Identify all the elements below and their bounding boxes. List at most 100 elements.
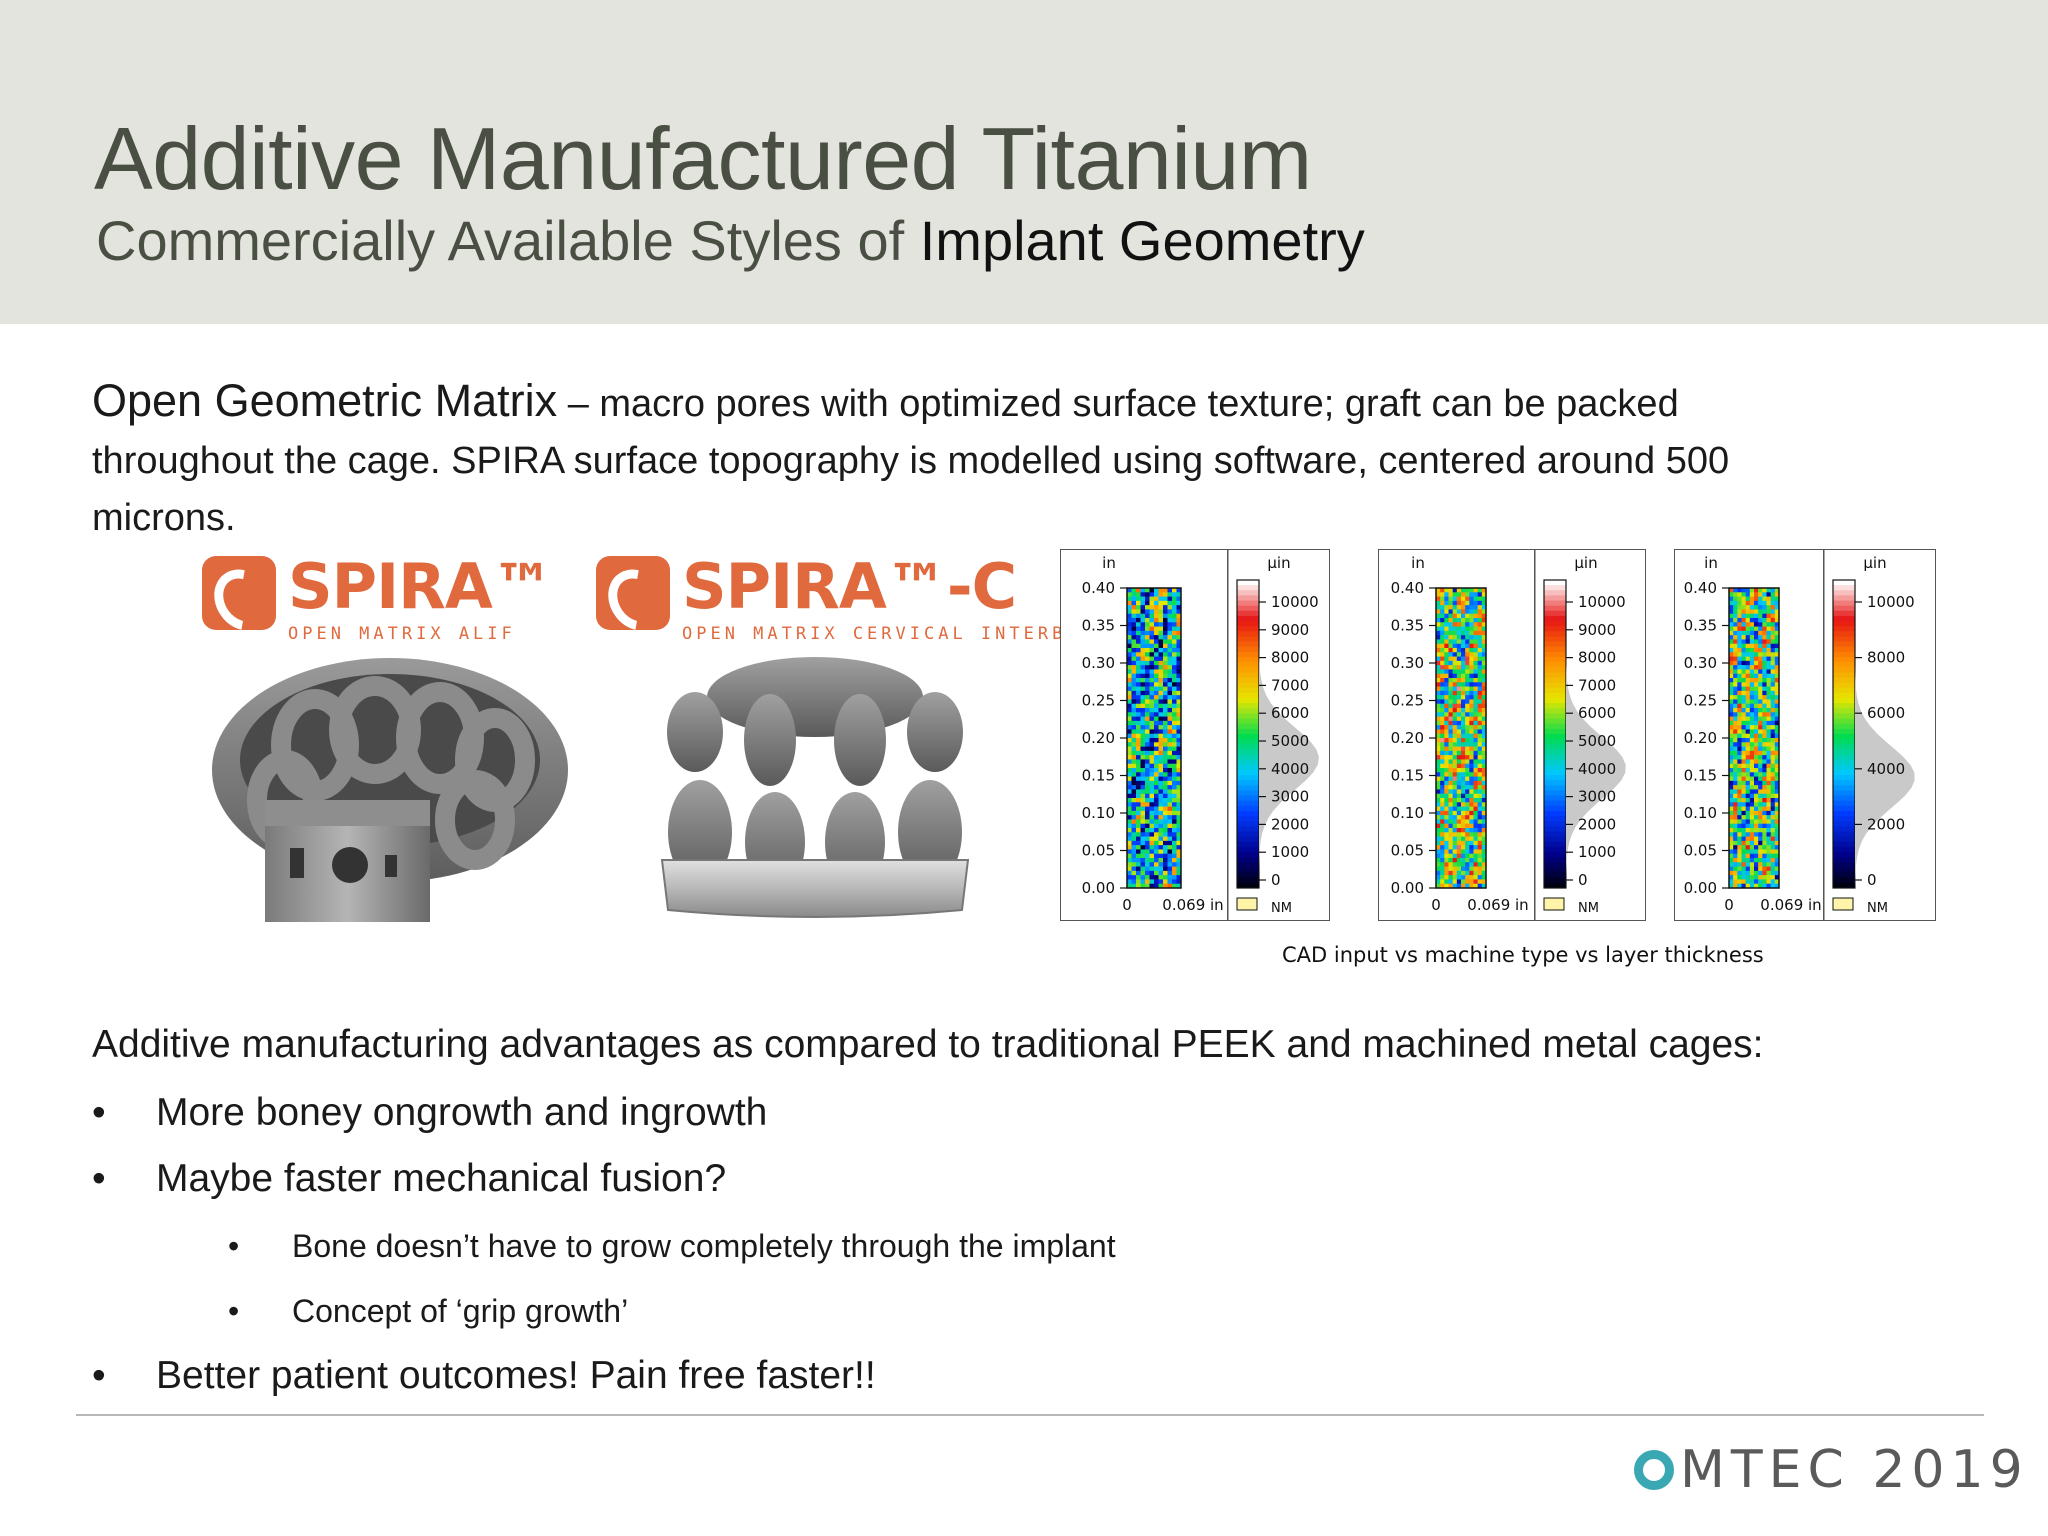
heatmap-cell — [1172, 592, 1177, 597]
color-scale-segment — [1544, 590, 1566, 596]
heatmap-cell — [1461, 596, 1466, 602]
heatmap-cell — [1436, 639, 1441, 645]
heatmap-cell — [1158, 798, 1164, 803]
heatmap-cell — [1749, 592, 1755, 597]
y-tick-label: 0.10 — [1684, 804, 1717, 822]
color-scale-segment — [1833, 734, 1855, 740]
heatmap-cell — [1461, 592, 1466, 597]
heatmap-cell — [1465, 759, 1470, 765]
heatmap-cell — [1456, 858, 1462, 863]
heatmap-cell — [1167, 665, 1173, 670]
heatmap-cell — [1766, 703, 1771, 709]
heatmap-cell — [1436, 592, 1441, 597]
heatmap-cell — [1745, 802, 1751, 807]
heatmap-cell — [1127, 703, 1132, 709]
heatmap-cell — [1745, 845, 1751, 850]
heatmap-cell — [1154, 815, 1159, 820]
heatmap-cell — [1448, 643, 1453, 649]
heatmap-cell — [1729, 845, 1734, 850]
heatmap-cell — [1766, 780, 1771, 786]
heatmap-cell — [1749, 763, 1755, 769]
heatmap-cell — [1758, 648, 1763, 653]
heatmap-cell — [1154, 836, 1159, 842]
heatmap-cell — [1448, 588, 1453, 593]
heatmap-cell — [1465, 845, 1470, 850]
heatmap-cell — [1448, 652, 1453, 657]
heatmap-cell — [1127, 802, 1132, 807]
color-scale-segment — [1544, 585, 1566, 591]
heatmap-cell — [1444, 845, 1449, 850]
heatmap-cell — [1737, 738, 1742, 743]
heatmap-cell — [1469, 673, 1474, 679]
heatmap-cell — [1729, 738, 1734, 743]
heatmap-cell — [1774, 716, 1780, 722]
heatmap-cell — [1140, 699, 1146, 705]
heatmap-cell — [1136, 703, 1141, 709]
heatmap-cell — [1729, 883, 1734, 889]
heatmap-cell — [1774, 780, 1780, 786]
heatmap-cell — [1758, 733, 1763, 739]
color-scale-segment — [1833, 600, 1855, 607]
heatmap-cell — [1766, 682, 1771, 687]
heatmap-cell — [1481, 883, 1487, 889]
heatmap-cell — [1131, 652, 1137, 657]
heatmap-cell — [1452, 879, 1458, 885]
heatmap-cell — [1131, 618, 1137, 623]
color-scale-segment — [1833, 672, 1855, 679]
heatmap-cell — [1481, 686, 1487, 692]
heatmap-cell — [1762, 626, 1767, 632]
heatmap-cell — [1176, 733, 1182, 739]
heatmap-cell — [1770, 845, 1776, 850]
heatmap-cell — [1440, 832, 1445, 837]
x-tick-label: 0 — [1724, 896, 1734, 914]
heatmap-cell — [1158, 686, 1164, 692]
heatmap-cell — [1465, 858, 1470, 863]
heatmap-cell — [1149, 708, 1155, 713]
heatmap-cell — [1770, 716, 1776, 722]
heatmap-cell — [1754, 802, 1759, 807]
y-tick-label: 0.25 — [1684, 692, 1717, 710]
heatmap-cell — [1440, 635, 1445, 640]
color-scale-segment — [1237, 728, 1259, 735]
heatmap-cell — [1473, 802, 1478, 807]
heatmap-cell — [1456, 840, 1462, 846]
heatmap-cell — [1481, 862, 1487, 867]
heatmap-cell — [1461, 682, 1466, 687]
heatmap-cell — [1456, 596, 1462, 602]
heatmap-cell — [1127, 695, 1132, 700]
color-scale-segment — [1544, 651, 1566, 658]
heatmap-cell — [1444, 622, 1449, 627]
heatmap-cell — [1465, 802, 1470, 807]
heatmap-cell — [1452, 763, 1458, 769]
heatmap-cell — [1176, 600, 1182, 606]
color-scale-segment — [1833, 775, 1855, 781]
heatmap-cell — [1149, 763, 1155, 769]
heatmap-cell — [1172, 785, 1177, 790]
heatmap-cell — [1729, 712, 1734, 717]
heatmap-cell — [1758, 849, 1763, 855]
heatmap-cell — [1762, 768, 1767, 773]
heatmap-cell — [1758, 660, 1763, 666]
heatmap-cell — [1158, 648, 1164, 653]
heatmap-cell — [1741, 708, 1746, 713]
heatmap-cell — [1149, 635, 1155, 640]
color-scale-segment — [1833, 862, 1855, 868]
heatmap-cell — [1762, 729, 1767, 735]
heatmap-cell — [1469, 823, 1474, 829]
heatmap-cell — [1452, 845, 1458, 850]
heatmap-cell — [1448, 729, 1453, 735]
heatmap-cell — [1749, 725, 1755, 730]
heatmap-cell — [1741, 703, 1746, 709]
heatmap-cell — [1440, 883, 1445, 889]
heatmap-cell — [1473, 853, 1478, 859]
heatmap-cell — [1127, 875, 1132, 880]
heatmap-cell — [1477, 802, 1483, 807]
heatmap-cell — [1158, 600, 1164, 606]
heatmap-cell — [1452, 836, 1458, 842]
heatmap-cell — [1477, 665, 1483, 670]
heatmap-cell — [1770, 686, 1776, 692]
heatmap-cell — [1448, 750, 1453, 756]
heatmap-cell — [1465, 618, 1470, 623]
heatmap-cell — [1729, 660, 1734, 666]
color-scale-segment — [1544, 605, 1566, 612]
